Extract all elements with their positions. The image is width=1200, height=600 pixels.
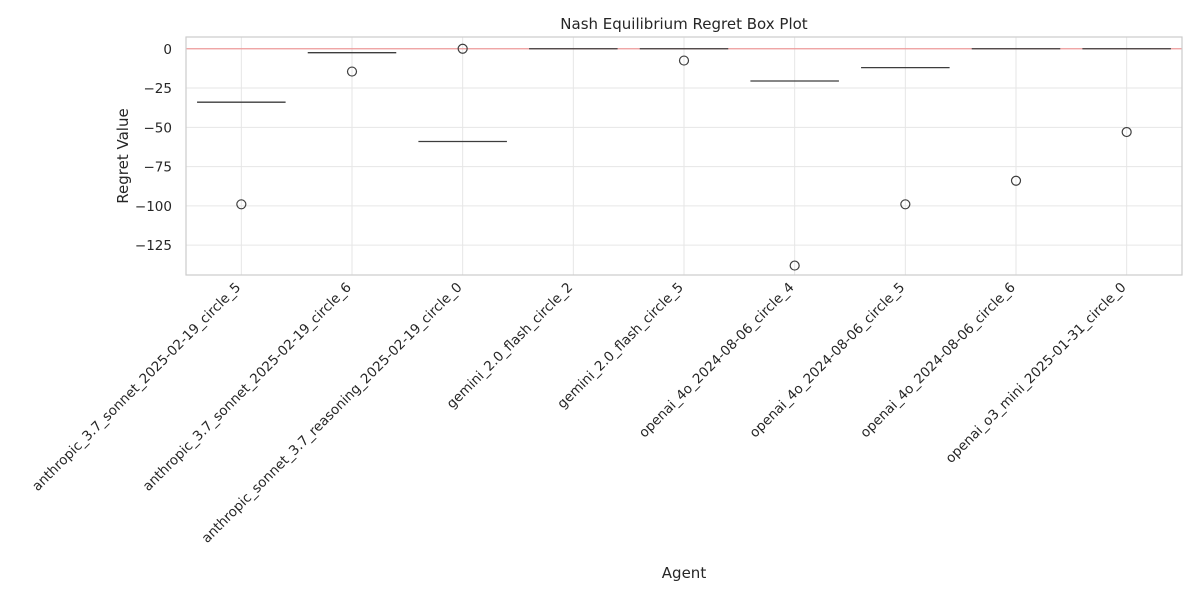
x-tick-label: anthropic_3.7_sonnet_2025-02-19_circle_5 (29, 280, 244, 495)
outlier-point (900, 199, 911, 210)
outlier-point (236, 199, 247, 210)
plot-frame (185, 36, 1183, 276)
y-tick-label: 0 (163, 42, 172, 58)
x-axis-label: Agent (662, 564, 707, 582)
y-tick-label: −125 (135, 238, 172, 254)
y-tick-labels: 0 −25 −50 −75 −100 −125 (135, 42, 172, 254)
x-tick-label: openai_o3_mini_2025-01-31_circle_0 (942, 280, 1129, 467)
chart-title: Nash Equilibrium Regret Box Plot (560, 15, 808, 33)
grid-layer (186, 37, 1182, 275)
outlier-point (678, 55, 690, 66)
y-axis-label: Regret Value (114, 108, 132, 203)
x-tick-label: gemini_2.0_flash_circle_5 (554, 280, 687, 413)
box-layer (197, 43, 1171, 271)
outlier-point (1121, 126, 1132, 138)
y-tick-label: −25 (144, 81, 173, 97)
x-tick-label: gemini_2.0_flash_circle_2 (444, 280, 577, 413)
outlier-point (346, 66, 358, 77)
y-tick-label: −50 (144, 120, 173, 136)
x-tick-label: anthropic_3.7_sonnet_2025-02-19_circle_6 (140, 280, 355, 495)
outlier-point (1010, 175, 1022, 186)
outlier-point (789, 260, 800, 271)
y-tick-label: −75 (144, 160, 173, 176)
y-tick-label: −100 (135, 199, 172, 215)
outlier-point (457, 43, 468, 54)
x-tick-labels: anthropic_3.7_sonnet_2025-02-19_circle_5… (29, 280, 1129, 547)
x-tick-label: anthropic_sonnet_3.7_reasoning_2025-02-1… (199, 280, 466, 547)
